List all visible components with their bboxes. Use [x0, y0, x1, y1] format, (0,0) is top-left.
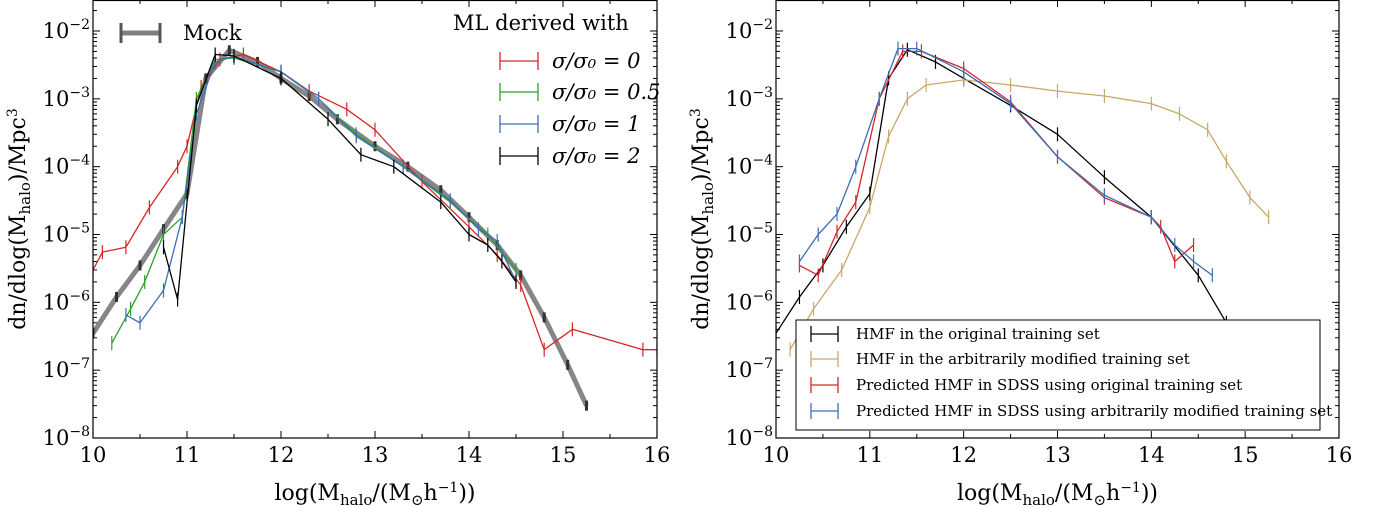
y-tick-label: 10−8: [43, 424, 90, 450]
plot-frame: [775, 0, 1340, 439]
y-tick-label: 10−5: [726, 221, 773, 247]
x-tick-label: 10: [80, 443, 107, 467]
y-tick-label: 10−4: [726, 153, 773, 179]
y-tick-label: 10−8: [726, 424, 773, 450]
x-tick-label: 12: [950, 443, 977, 467]
series-line-4: [798, 47, 1213, 276]
series-line-1: [93, 47, 589, 407]
legend-label: σ/σ₀ = 2: [552, 144, 640, 168]
x-tick-label: 10: [763, 443, 790, 467]
y-tick-label: 10−2: [43, 17, 90, 43]
panel-1: 10 11 12 13 14 15 16 10−8 10−7 10−6 10−5 10−4 10−3 10…: [5, 0, 670, 507]
y-tick-label: 10−6: [43, 288, 90, 314]
x-tick-label: 14: [456, 443, 483, 467]
legend-box: [795, 319, 1321, 431]
x-tick-label: 15: [1232, 443, 1259, 467]
y-tick-label: 10−3: [43, 85, 90, 111]
series-group: [93, 45, 657, 411]
legend-label: Predicted HMF in SDSS using arbitrarily …: [856, 402, 1332, 420]
legend-left: Mock ML derived with σ/σ₀ = 0 σ/σ₀ = 0.5 σ/σ…: [119, 11, 661, 168]
x-tick-label: 16: [1326, 443, 1353, 467]
y-axis-label: dn/dlog(Mhalo)/Mpc3: [688, 108, 717, 330]
plot-frame: [92, 0, 658, 439]
y-tick-label: 10−6: [726, 288, 773, 314]
x-tick-label: 16: [644, 443, 671, 467]
x-tick-label: 13: [1044, 443, 1071, 467]
x-tick-label: 11: [174, 443, 201, 467]
y-tick-label: 10−2: [726, 17, 773, 43]
x-axis-label: log(Mhalo/(M⊙h−1)): [957, 480, 1158, 507]
legend-label: σ/σ₀ = 0.5: [552, 80, 661, 104]
legend-label: σ/σ₀ = 0: [552, 49, 640, 73]
x-tick-label: 15: [550, 443, 577, 467]
legend-right: HMF in the original training set HMF in t…: [795, 319, 1332, 431]
legend-mock-label: Mock: [183, 21, 242, 45]
series-line-5: [162, 53, 517, 301]
series-line-2: [789, 79, 1270, 351]
y-tick-label: 10−7: [726, 356, 773, 382]
legend-title: ML derived with: [453, 11, 629, 35]
series-line-3: [799, 50, 1195, 276]
legend-label: HMF in the arbitrarily modified training…: [856, 350, 1190, 368]
y-tick-label: 10−7: [43, 356, 90, 382]
y-tick-label: 10−4: [43, 153, 90, 179]
y-axis-label: dn/dlog(Mhalo)/Mpc3: [5, 108, 34, 330]
x-tick-label: 11: [856, 443, 883, 467]
legend-label: σ/σ₀ = 1: [552, 112, 640, 136]
y-tick-label: 10−5: [43, 221, 90, 247]
x-tick-label: 13: [362, 443, 389, 467]
legend-label: Predicted HMF in SDSS using original tra…: [856, 376, 1242, 394]
series-group: [776, 41, 1270, 357]
legend-label: HMF in the original training set: [856, 325, 1100, 343]
panel-2: 10 11 12 13 14 15 16 10−8 10−7 10−6 10−5 10−4 10−3 10…: [688, 0, 1352, 507]
y-tick-label: 10−3: [726, 85, 773, 111]
x-tick-label: 12: [268, 443, 295, 467]
x-tick-label: 14: [1138, 443, 1165, 467]
x-axis-label: log(Mhalo/(M⊙h−1)): [274, 480, 475, 507]
